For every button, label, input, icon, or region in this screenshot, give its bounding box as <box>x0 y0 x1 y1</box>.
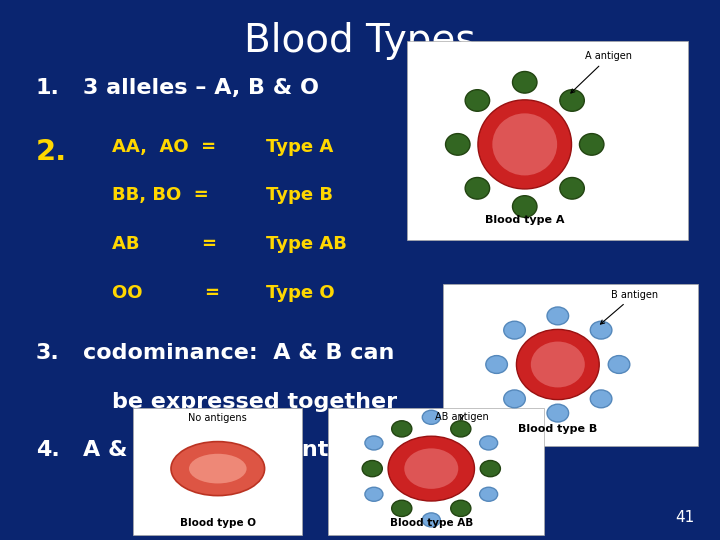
Text: codominance:  A & B can: codominance: A & B can <box>83 343 394 363</box>
Ellipse shape <box>480 436 498 450</box>
Ellipse shape <box>362 461 382 477</box>
Ellipse shape <box>405 448 458 489</box>
Ellipse shape <box>513 195 537 217</box>
FancyBboxPatch shape <box>133 408 302 535</box>
Ellipse shape <box>365 436 383 450</box>
Text: be expressed together: be expressed together <box>112 392 397 411</box>
Ellipse shape <box>547 307 569 325</box>
Text: Type B: Type B <box>266 186 333 204</box>
Text: AB antigen: AB antigen <box>435 411 488 422</box>
Ellipse shape <box>392 421 412 437</box>
Ellipse shape <box>547 404 569 422</box>
Ellipse shape <box>480 461 500 477</box>
Ellipse shape <box>465 90 490 111</box>
FancyBboxPatch shape <box>443 284 698 446</box>
Ellipse shape <box>388 436 474 501</box>
Text: Type AB: Type AB <box>266 235 347 253</box>
Ellipse shape <box>392 500 412 516</box>
Ellipse shape <box>486 356 508 374</box>
Text: A antigen: A antigen <box>571 51 632 93</box>
Text: 1.: 1. <box>36 78 60 98</box>
Ellipse shape <box>422 410 440 424</box>
Ellipse shape <box>516 329 599 400</box>
Ellipse shape <box>580 133 604 155</box>
Ellipse shape <box>451 500 471 516</box>
Ellipse shape <box>480 487 498 501</box>
Text: Type A: Type A <box>266 138 333 156</box>
Ellipse shape <box>171 442 265 496</box>
Text: BB, BO  =: BB, BO = <box>112 186 208 204</box>
Text: Blood Types: Blood Types <box>244 22 476 59</box>
Ellipse shape <box>560 178 585 199</box>
Ellipse shape <box>608 356 630 374</box>
Text: A & B are dominant to O: A & B are dominant to O <box>83 440 389 460</box>
Text: B antigen: B antigen <box>600 290 658 324</box>
Ellipse shape <box>422 513 440 527</box>
Ellipse shape <box>513 71 537 93</box>
Ellipse shape <box>365 487 383 501</box>
Text: OO          =: OO = <box>112 284 220 301</box>
Ellipse shape <box>451 421 471 437</box>
Ellipse shape <box>446 133 470 155</box>
FancyBboxPatch shape <box>407 40 688 240</box>
Text: 4.: 4. <box>36 440 60 460</box>
Ellipse shape <box>560 90 585 111</box>
Ellipse shape <box>590 390 612 408</box>
Ellipse shape <box>465 178 490 199</box>
Text: Blood type AB: Blood type AB <box>390 518 473 528</box>
Ellipse shape <box>492 113 557 176</box>
Ellipse shape <box>531 341 585 388</box>
FancyBboxPatch shape <box>328 408 544 535</box>
Text: Type O: Type O <box>266 284 335 301</box>
Text: Blood type A: Blood type A <box>485 215 564 225</box>
Text: No antigens: No antigens <box>189 413 247 423</box>
Text: 2.: 2. <box>36 138 67 166</box>
Ellipse shape <box>504 321 526 339</box>
Text: AA,  AO  =: AA, AO = <box>112 138 216 156</box>
Ellipse shape <box>590 321 612 339</box>
Ellipse shape <box>478 100 572 189</box>
Ellipse shape <box>189 454 246 483</box>
Text: 3 alleles – A, B & O: 3 alleles – A, B & O <box>83 78 319 98</box>
Text: Blood type B: Blood type B <box>518 424 598 434</box>
Text: 3.: 3. <box>36 343 60 363</box>
Text: Blood type O: Blood type O <box>180 518 256 528</box>
Ellipse shape <box>504 390 526 408</box>
Text: 41: 41 <box>675 510 695 525</box>
Text: AB          =: AB = <box>112 235 217 253</box>
